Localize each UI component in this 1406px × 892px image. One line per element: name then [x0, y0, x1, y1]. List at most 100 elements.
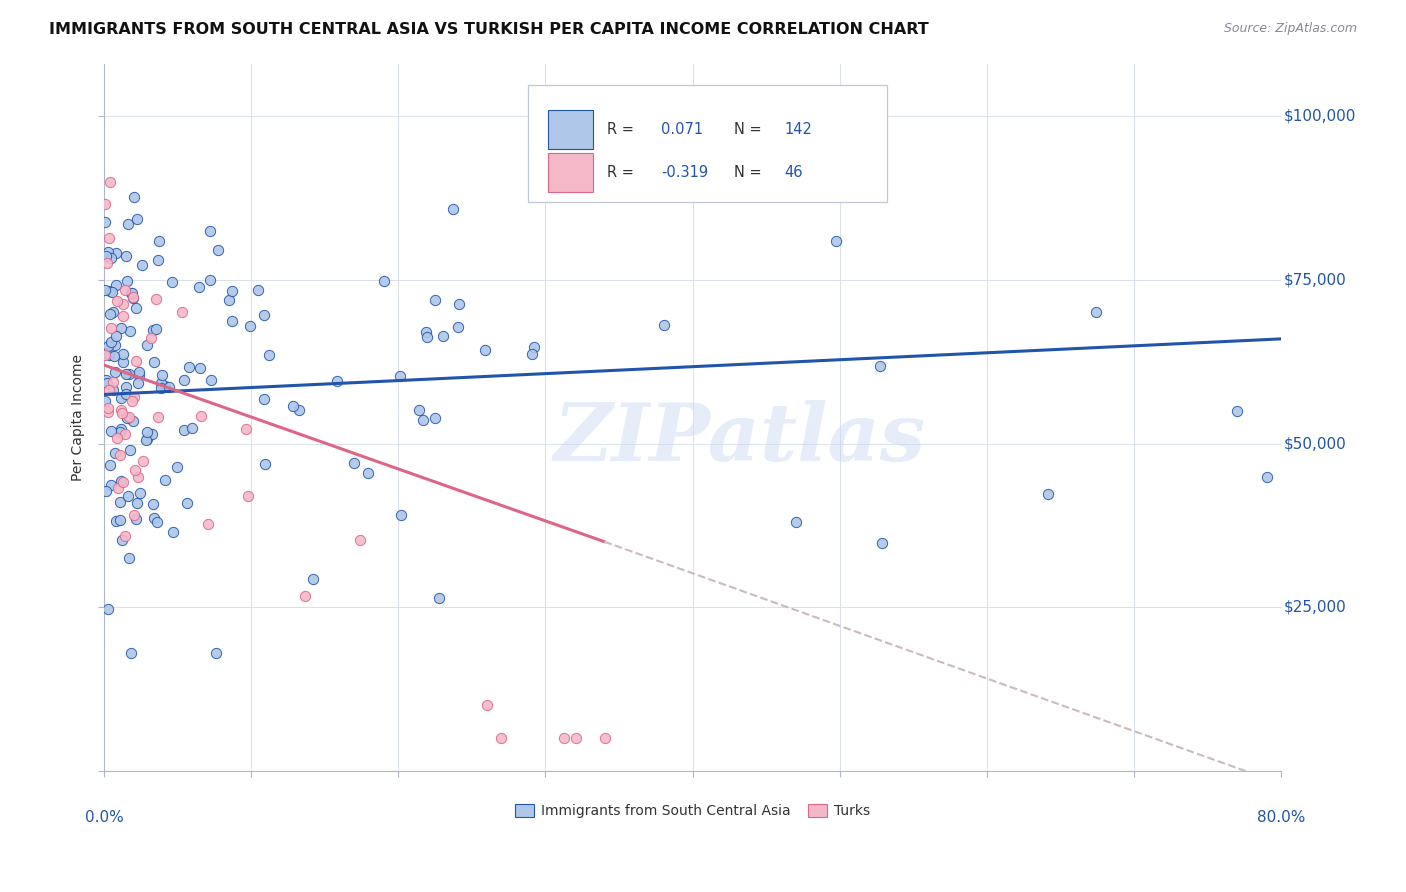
Point	[108, 448, 131, 462]
Point	[124, 508, 146, 522]
Point	[142, 355, 165, 369]
Text: $100,000: $100,000	[1284, 109, 1355, 124]
Point	[101, 304, 124, 318]
Point	[160, 275, 183, 289]
Point	[125, 511, 148, 525]
Point	[432, 329, 454, 343]
Point	[489, 731, 512, 745]
Point	[142, 511, 165, 525]
Point	[127, 496, 149, 510]
Point	[150, 368, 173, 382]
Point	[111, 347, 134, 361]
Point	[200, 374, 222, 388]
Point	[197, 517, 219, 532]
Point	[135, 425, 157, 440]
Text: $75,000: $75,000	[1284, 272, 1347, 287]
Point	[96, 249, 118, 263]
Point	[1084, 305, 1107, 319]
Point	[155, 378, 177, 392]
Point	[101, 285, 124, 300]
Legend: Immigrants from South Central Asia, Turks: Immigrants from South Central Asia, Turk…	[509, 798, 876, 824]
Point	[100, 252, 122, 266]
Point	[128, 368, 150, 383]
Point	[150, 376, 173, 390]
Point	[427, 591, 450, 606]
Point	[112, 355, 135, 369]
Point	[221, 284, 243, 298]
Point	[120, 286, 142, 301]
Point	[564, 731, 586, 745]
Point	[120, 646, 142, 660]
Point	[115, 386, 138, 401]
Point	[112, 475, 135, 489]
Point	[523, 340, 546, 354]
Point	[146, 515, 169, 529]
Point	[132, 454, 155, 468]
Point	[115, 274, 138, 288]
Point	[120, 443, 142, 458]
Point	[357, 466, 380, 480]
Point	[475, 698, 498, 713]
Point	[114, 529, 136, 543]
FancyBboxPatch shape	[548, 111, 592, 149]
Point	[166, 459, 188, 474]
Point	[122, 390, 145, 404]
Point	[107, 481, 129, 495]
Text: R =: R =	[607, 165, 638, 179]
Point	[94, 373, 117, 387]
FancyBboxPatch shape	[548, 153, 592, 192]
Point	[188, 280, 211, 294]
Point	[94, 283, 117, 297]
Point	[112, 297, 135, 311]
Point	[425, 293, 447, 308]
Point	[343, 456, 366, 470]
Point	[97, 405, 120, 419]
Point	[373, 274, 395, 288]
Point	[825, 234, 848, 248]
Point	[98, 307, 121, 321]
Point	[142, 323, 165, 337]
Point	[869, 359, 891, 374]
Point	[190, 409, 212, 423]
Point	[238, 319, 260, 334]
Point	[162, 525, 184, 540]
Point	[125, 354, 148, 368]
Point	[100, 424, 122, 438]
Point	[114, 426, 136, 441]
Point	[110, 403, 132, 417]
Point	[122, 290, 145, 304]
Point	[111, 533, 134, 547]
Text: ZIPatlas: ZIPatlas	[554, 400, 925, 477]
Point	[652, 318, 675, 333]
Point	[100, 458, 122, 472]
Point	[136, 338, 159, 352]
Point	[105, 514, 128, 528]
Point	[104, 365, 127, 379]
Point	[146, 252, 169, 267]
Point	[124, 301, 146, 315]
Point	[157, 380, 180, 394]
Point	[253, 308, 276, 322]
Point	[94, 483, 117, 498]
Point	[141, 427, 163, 442]
Point	[200, 273, 222, 287]
Point	[253, 392, 276, 406]
Text: N =: N =	[734, 122, 766, 137]
Point	[105, 246, 128, 260]
Point	[124, 463, 146, 477]
Point	[97, 602, 120, 616]
Text: N =: N =	[734, 165, 766, 179]
Point	[101, 383, 124, 397]
Point	[110, 495, 132, 509]
Point	[122, 291, 145, 305]
Point	[110, 320, 132, 334]
Point	[302, 572, 325, 586]
Point	[110, 391, 132, 405]
Point	[593, 731, 616, 745]
Point	[155, 473, 177, 487]
Point	[247, 283, 270, 297]
FancyBboxPatch shape	[527, 86, 887, 202]
Point	[204, 646, 226, 660]
Point	[221, 313, 243, 327]
Point	[121, 285, 143, 300]
